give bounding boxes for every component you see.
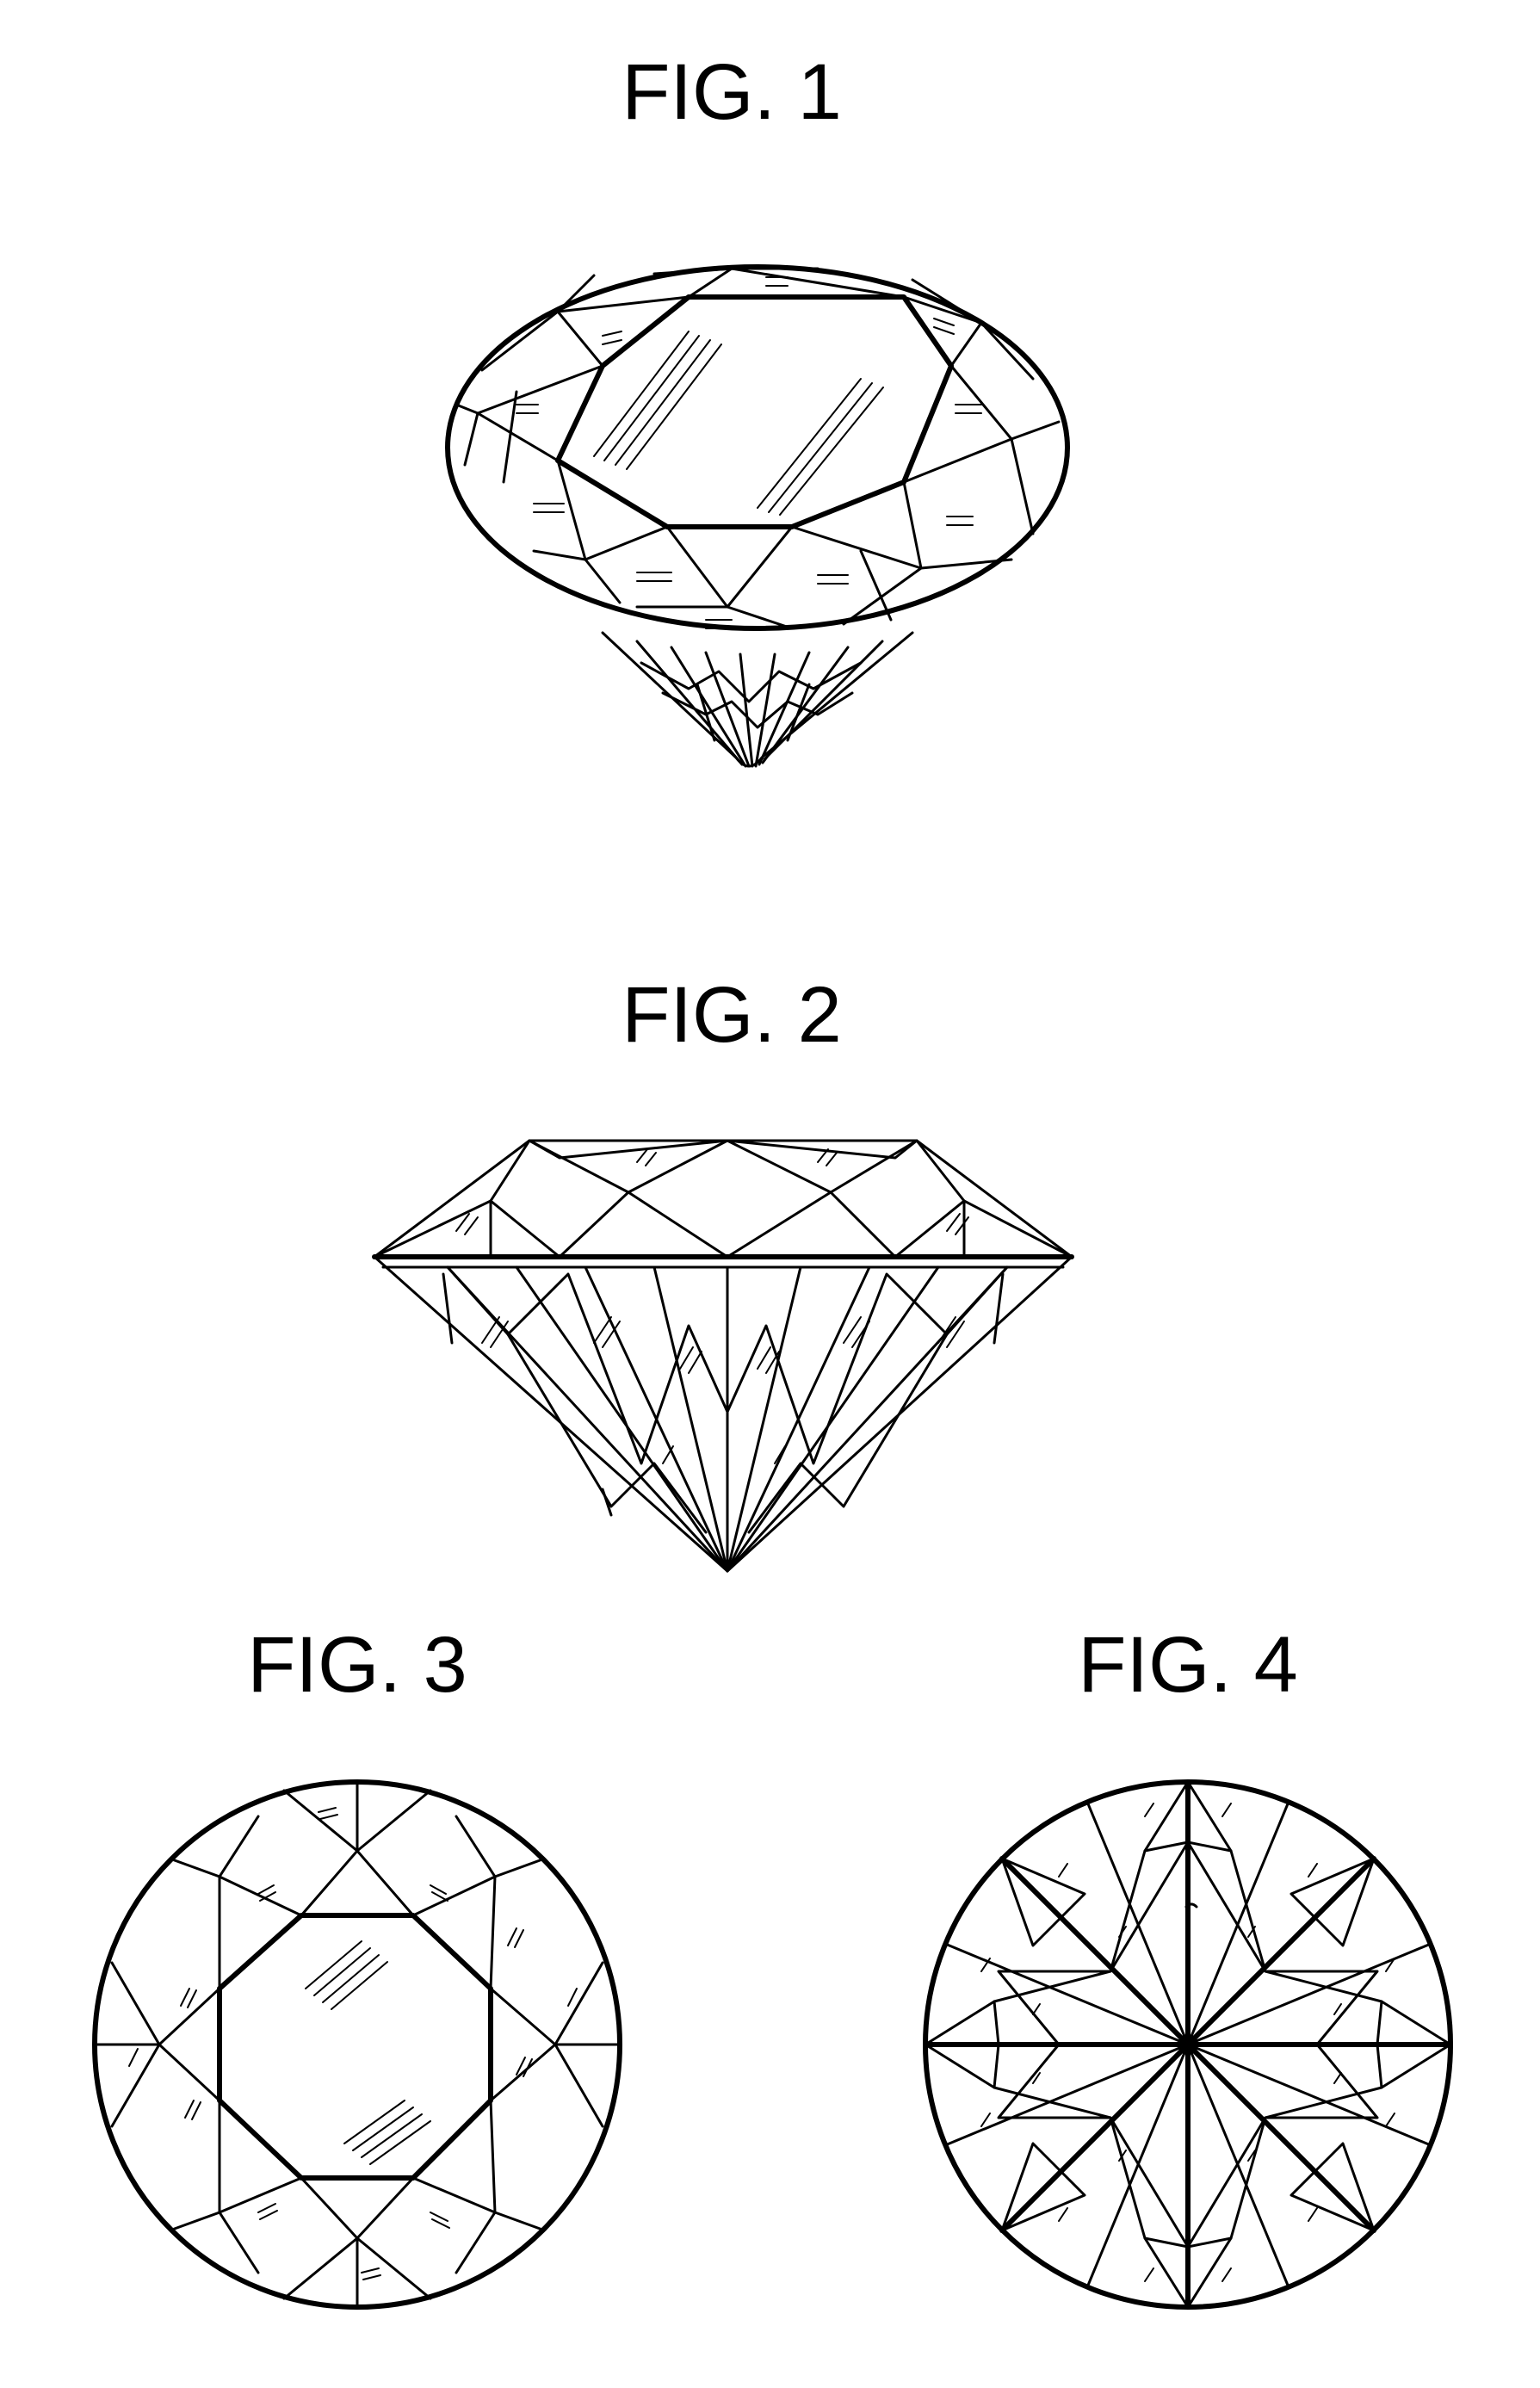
fig-3-reflection-hatching — [129, 1808, 577, 2280]
fig-1-pavilion-facets — [637, 641, 882, 766]
fig-2-diamond-side — [374, 1141, 1072, 1571]
fig-2-label: FIG. 2 — [622, 971, 842, 1059]
fig-3-label: FIG. 3 — [247, 1621, 467, 1709]
fig-2-pavilion-facets — [443, 1267, 1007, 1571]
fig-4-inclusion-mark — [1186, 1904, 1197, 1907]
fig-1-diamond-perspective — [448, 267, 1067, 766]
fig-4-culet-dot — [1178, 2034, 1198, 2055]
fig-3-star-and-kite-facets — [95, 1782, 620, 2307]
fig-3-diamond-top — [95, 1782, 620, 2307]
fig-2-reflection-hatching — [456, 1149, 968, 1463]
fig-4-label: FIG. 4 — [1078, 1621, 1298, 1709]
fig-2-crown-facets — [374, 1141, 1072, 1257]
fig-1-label: FIG. 1 — [622, 48, 842, 136]
fig-1-crown-facets — [456, 269, 1059, 628]
fig-4-diamond-bottom — [925, 1782, 1450, 2307]
